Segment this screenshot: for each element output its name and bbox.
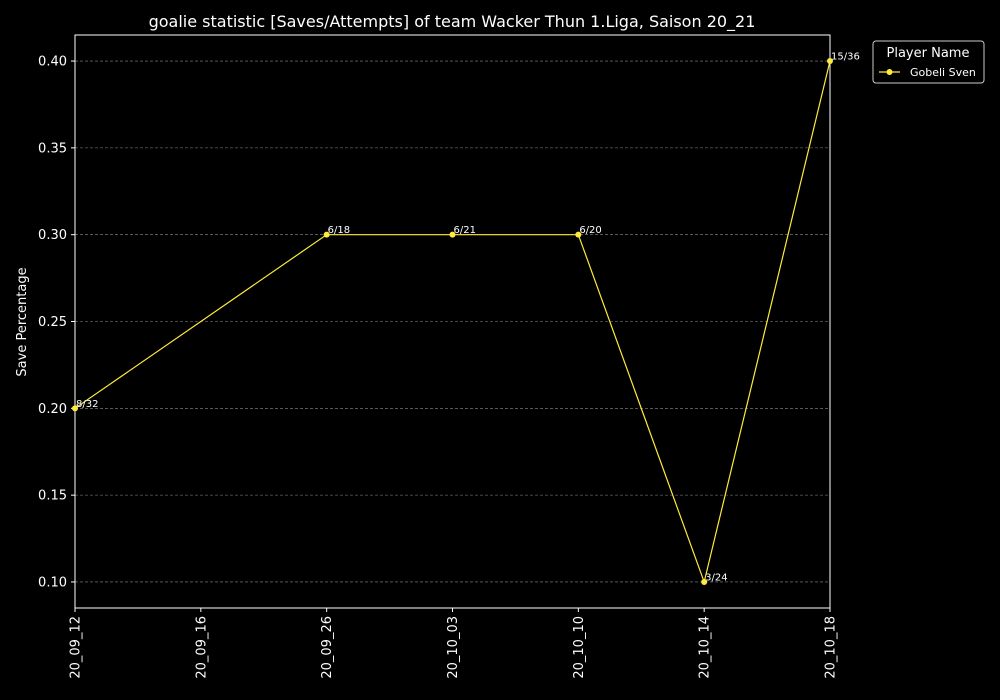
x-ticks: 20_09_12 20_09_16 20_09_26 20_10_03 20_10_10… [69, 608, 839, 679]
legend: Player Name Gobeli Sven [872, 40, 985, 84]
y-tick-label-5: 0.35 [38, 141, 67, 156]
y-tick-label-6: 0.40 [38, 55, 67, 70]
y-tick-label-3: 0.25 [38, 315, 67, 330]
legend-title: Player Name [887, 46, 970, 61]
legend-marker-gobeli-sven [886, 69, 893, 75]
data-label-0-4: 3/24 [705, 572, 727, 583]
legend-entry-gobeli-sven: Gobeli Sven [910, 66, 976, 79]
data-point-0-3 [575, 231, 582, 238]
data-label-0-5: 15/36 [831, 52, 860, 63]
chart-title: goalie statistic [Saves/Attempts] of tea… [149, 12, 756, 32]
data-point-0-1 [323, 231, 330, 238]
series-line-0 [74, 60, 831, 585]
y-tick-label-2: 0.20 [38, 402, 67, 417]
data-point-0-0 [72, 405, 78, 412]
y-tick-label-0: 0.10 [38, 575, 67, 590]
data-point-0-2 [449, 231, 456, 238]
x-tick-label-5: 20_10_14 [698, 616, 713, 679]
x-tick-label-4: 20_10_10 [572, 616, 587, 679]
x-tick-label-2: 20_09_26 [320, 616, 335, 679]
gridlines [75, 60, 830, 583]
x-tick-label-1: 20_09_16 [194, 616, 209, 679]
data-label-0-2: 6/21 [454, 225, 476, 236]
y-tick-label-1: 0.15 [38, 489, 67, 504]
y-axis-label: Save Percentage [15, 267, 30, 376]
x-tick-label-0: 20_09_12 [69, 616, 84, 679]
y-ticks: 0.10 0.15 0.20 0.25 0.30 0.35 0.40 [38, 55, 75, 590]
data-label-0-1: 6/18 [328, 225, 350, 236]
series-layer: 8/32 6/18 6/21 6/20 3/24 15/36 [72, 52, 860, 585]
data-point-0-5 [827, 58, 833, 65]
y-tick-label-4: 0.30 [38, 228, 67, 243]
x-tick-label-6: 20_10_18 [824, 616, 839, 679]
legend-box [872, 40, 985, 84]
data-point-0-4 [701, 578, 708, 585]
x-tick-label-3: 20_10_03 [446, 616, 461, 679]
data-label-0-0: 8/32 [76, 399, 98, 410]
data-label-0-3: 6/20 [579, 225, 601, 236]
